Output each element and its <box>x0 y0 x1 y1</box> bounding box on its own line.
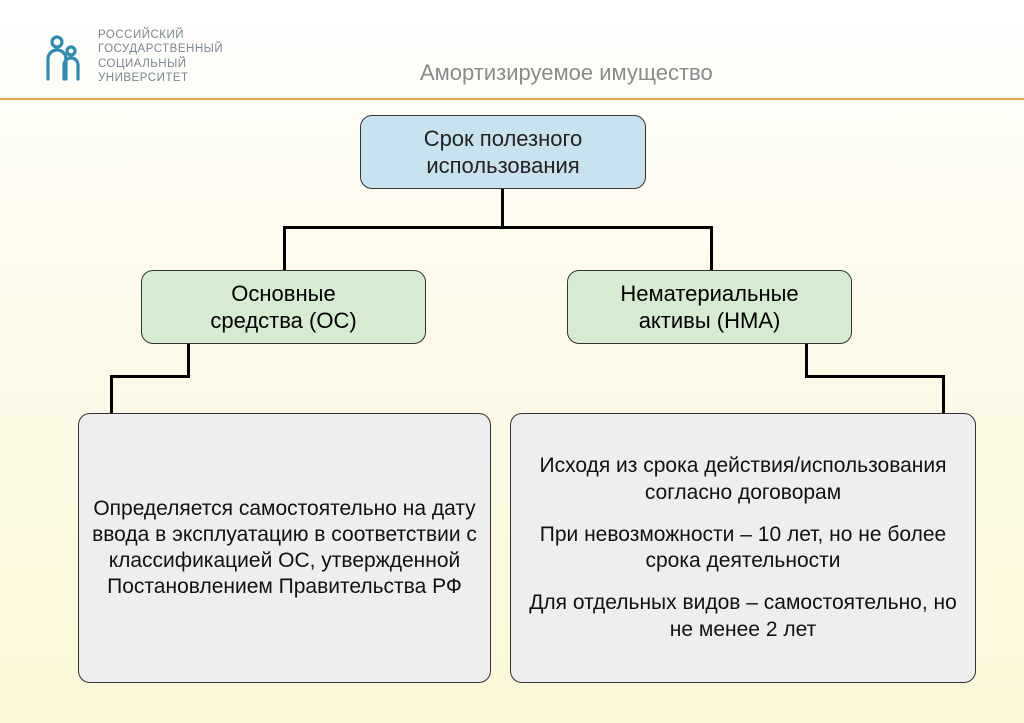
connector <box>110 375 113 413</box>
node-left-line2: средства (ОС) <box>210 308 356 333</box>
header: РОССИЙСКИЙ ГОСУДАРСТВЕННЫЙ СОЦИАЛЬНЫЙ УН… <box>0 0 1024 100</box>
node-left: Основные средства (ОС) <box>141 270 426 344</box>
detail-right-p3: Для отдельных видов – самостоятельно, но… <box>521 590 965 643</box>
org-line-2: ГОСУДАРСТВЕННЫЙ <box>98 42 223 56</box>
logo-text: РОССИЙСКИЙ ГОСУДАРСТВЕННЫЙ СОЦИАЛЬНЫЙ УН… <box>98 28 223 86</box>
connector <box>110 375 190 378</box>
connector <box>283 226 713 229</box>
org-line-3: СОЦИАЛЬНЫЙ <box>98 57 223 71</box>
detail-left-text: Определяется самостоятельно на дату ввод… <box>89 496 480 601</box>
node-left-line1: Основные <box>231 281 335 306</box>
detail-right-p1: Исходя из срока действия/использования с… <box>521 453 965 506</box>
connector <box>283 226 286 270</box>
connector <box>710 226 713 270</box>
detail-right-p2: При невозможности – 10 лет, но не более … <box>521 522 965 575</box>
org-line-1: РОССИЙСКИЙ <box>98 28 223 42</box>
page: РОССИЙСКИЙ ГОСУДАРСТВЕННЫЙ СОЦИАЛЬНЫЙ УН… <box>0 0 1024 723</box>
node-detail-right: Исходя из срока действия/использования с… <box>510 413 976 683</box>
node-right-line1: Нематериальные <box>620 281 798 306</box>
page-title: Амортизируемое имущество <box>420 60 713 86</box>
node-root-line2: использования <box>426 153 579 178</box>
node-root-line1: Срок полезного <box>424 126 583 151</box>
university-logo-icon <box>42 33 86 81</box>
connector <box>942 375 945 413</box>
connector <box>187 344 190 378</box>
connector <box>501 189 504 229</box>
connector <box>805 375 945 378</box>
org-line-4: УНИВЕРСИТЕТ <box>98 71 223 85</box>
logo: РОССИЙСКИЙ ГОСУДАРСТВЕННЫЙ СОЦИАЛЬНЫЙ УН… <box>42 28 223 86</box>
connector <box>805 344 808 378</box>
node-right-line2: активы (НМА) <box>639 308 781 333</box>
node-detail-left: Определяется самостоятельно на дату ввод… <box>78 413 491 683</box>
node-right: Нематериальные активы (НМА) <box>567 270 852 344</box>
node-root: Срок полезного использования <box>360 115 646 189</box>
